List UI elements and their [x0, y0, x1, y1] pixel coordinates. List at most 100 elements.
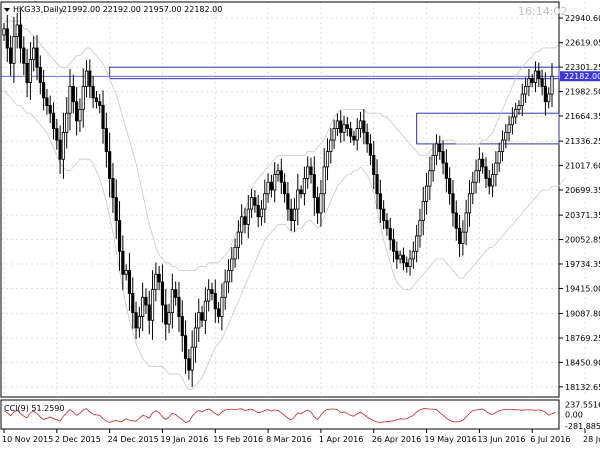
candle-body	[190, 346, 194, 371]
candle-body	[114, 197, 118, 221]
candle-body	[388, 227, 392, 241]
candle	[263, 179, 267, 224]
candle-body	[527, 78, 531, 87]
candle	[507, 115, 511, 142]
candle	[362, 108, 366, 145]
candle	[9, 35, 13, 76]
candle-body	[263, 193, 267, 210]
candle-body	[236, 231, 240, 248]
candle	[537, 62, 541, 87]
candle-body	[121, 250, 125, 275]
candle	[58, 125, 62, 174]
candle	[236, 220, 240, 260]
candle	[401, 247, 406, 271]
candle-body	[349, 128, 353, 137]
candle-body	[329, 139, 333, 152]
candle	[207, 279, 211, 312]
candle	[391, 228, 396, 263]
candle-body	[292, 208, 297, 221]
candle	[484, 157, 488, 189]
candle-body	[520, 93, 524, 106]
candle-body	[58, 139, 62, 160]
candle-body	[101, 105, 105, 129]
candle	[504, 124, 508, 149]
candle	[325, 138, 330, 181]
candle-body	[65, 112, 69, 133]
candle	[358, 111, 363, 138]
candle-body	[543, 85, 547, 103]
price-tick-label: 22619.05	[565, 39, 600, 48]
server-clock: 16:14:02	[518, 5, 567, 18]
candle-body	[203, 300, 207, 321]
candle-body	[174, 289, 178, 298]
candle-body	[111, 178, 115, 198]
candle	[378, 179, 382, 224]
candle-body	[240, 216, 244, 233]
candle-body	[405, 262, 409, 268]
zone-rectangle	[109, 66, 560, 80]
candle	[170, 273, 174, 329]
candle-body	[490, 174, 495, 187]
candle	[345, 117, 349, 137]
candle	[451, 179, 455, 227]
candle-body	[431, 154, 435, 172]
candle-body	[117, 220, 122, 252]
candle	[316, 186, 320, 224]
candle-body	[385, 220, 389, 229]
candle	[164, 288, 168, 341]
candle	[464, 199, 468, 246]
candle	[55, 118, 59, 150]
candle	[253, 190, 257, 213]
candle-body	[471, 181, 475, 195]
candle	[32, 36, 36, 72]
candle	[289, 198, 293, 231]
candle	[213, 279, 217, 323]
candle	[415, 224, 419, 263]
candle	[42, 70, 46, 111]
candle	[510, 107, 514, 135]
candle-body	[68, 85, 72, 114]
candle-body	[213, 293, 217, 310]
candle	[117, 201, 122, 271]
candle-body	[94, 97, 99, 103]
candle	[174, 281, 178, 306]
candle-body	[131, 293, 135, 314]
candle-body	[319, 193, 323, 214]
current-price-tag: 22182.00	[560, 71, 600, 82]
candle-body	[71, 85, 75, 103]
candle	[177, 281, 181, 332]
candle	[368, 134, 373, 166]
price-tick-label: 20052.85	[565, 236, 600, 245]
candle	[329, 128, 333, 164]
candle-body	[154, 273, 158, 291]
candle-body	[494, 162, 498, 175]
price-tick-label: 18132.65	[565, 383, 600, 392]
candle	[111, 163, 115, 213]
candle	[147, 290, 151, 335]
candle	[180, 300, 184, 352]
candle	[160, 264, 165, 323]
candle-body	[325, 151, 330, 168]
candle-body	[504, 131, 508, 141]
candle-body	[134, 312, 138, 329]
cci-label: CCI(9) 51.2590	[4, 404, 65, 413]
candle-body	[365, 131, 369, 145]
candlesticks	[2, 9, 554, 387]
candle	[249, 188, 254, 218]
candle	[22, 36, 26, 76]
candle-body	[547, 93, 551, 103]
candle	[342, 115, 346, 142]
candle	[494, 151, 498, 187]
candle	[286, 182, 290, 221]
candle	[38, 55, 42, 95]
candle	[444, 149, 448, 193]
candle-body	[197, 312, 201, 329]
candle-body	[415, 235, 419, 252]
candle	[65, 97, 69, 149]
candle	[382, 200, 386, 230]
candle	[127, 252, 132, 311]
candle	[15, 13, 19, 49]
candle-body	[481, 158, 485, 168]
